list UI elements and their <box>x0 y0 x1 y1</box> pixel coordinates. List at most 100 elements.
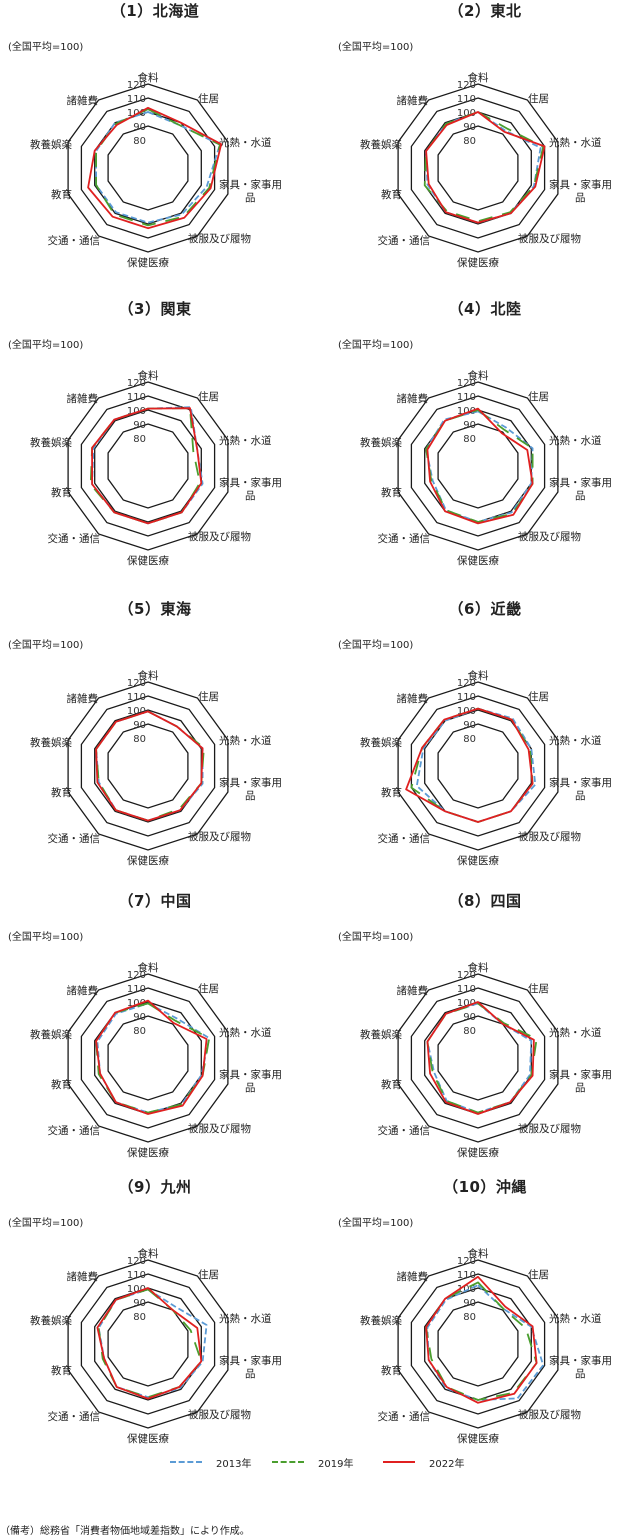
chart-note: (全国平均=100) <box>8 1218 84 1229</box>
grid-ring <box>397 1259 559 1429</box>
tick-label: 90 <box>133 420 146 431</box>
chart-title: （3）関東 <box>118 300 192 318</box>
category-label: 被服及び履物 <box>518 1408 581 1421</box>
chart-title: （10）沖縄 <box>443 1178 527 1196</box>
series-line-2019 <box>426 1002 538 1114</box>
category-label: 家具・家事用品 <box>549 776 612 802</box>
category-label: 家具・家事用品 <box>219 476 282 502</box>
grid-ring <box>437 125 519 211</box>
grid-ring <box>410 395 546 537</box>
grid-ring <box>410 695 546 837</box>
grid-ring <box>410 1273 546 1415</box>
chart-title: （9）九州 <box>118 1178 192 1196</box>
category-label: 家具・家事用品 <box>219 178 282 204</box>
series-line-2022 <box>426 1001 535 1115</box>
category-label: 諸雑費 <box>67 94 99 107</box>
category-label: 諸雑費 <box>397 94 429 107</box>
category-label: 食料 <box>468 1247 489 1260</box>
category-label: 諸雑費 <box>397 984 429 997</box>
category-label: 保健医療 <box>457 1146 499 1159</box>
category-label: 食料 <box>138 961 159 974</box>
tick-label: 120 <box>127 678 146 689</box>
chart-note: (全国平均=100) <box>338 640 414 651</box>
category-label: 住居 <box>528 92 549 105</box>
grid-ring <box>437 1301 519 1387</box>
source-footnote: （備考）総務省「消費者物価地域差指数」により作成。 <box>0 1526 250 1537</box>
tick-label: 90 <box>463 122 476 133</box>
tick-label: 100 <box>457 998 476 1009</box>
tick-label: 90 <box>463 420 476 431</box>
category-label: 交通・通信 <box>48 532 101 545</box>
category-label: 保健医療 <box>457 1432 499 1445</box>
chart-note: (全国平均=100) <box>338 932 414 943</box>
tick-label: 120 <box>127 1256 146 1267</box>
radar-plot: 8090100110120食料住居光熱・水道家具・家事用品被服及び履物保健医療交… <box>360 669 612 867</box>
tick-label: 90 <box>133 1012 146 1023</box>
category-label: 諸雑費 <box>397 692 429 705</box>
tick-label: 80 <box>133 1312 146 1323</box>
radar-plot: 8090100110120食料住居光熱・水道家具・家事用品被服及び履物保健医療交… <box>360 1247 612 1445</box>
category-label: 食料 <box>468 669 489 682</box>
grid-ring <box>80 695 216 837</box>
grid-ring <box>67 381 229 551</box>
chart-title: （1）北海道 <box>110 2 200 20</box>
category-label: 住居 <box>528 690 549 703</box>
chart-note: (全国平均=100) <box>338 42 414 53</box>
category-label: 家具・家事用品 <box>219 1068 282 1094</box>
series-line-2019 <box>425 1281 538 1401</box>
category-label: 住居 <box>198 390 219 403</box>
category-label: 住居 <box>198 690 219 703</box>
chart-title: （7）中国 <box>118 892 192 910</box>
category-label: 教育 <box>51 786 72 799</box>
category-label: 被服及び履物 <box>188 1408 251 1421</box>
radar-panel: （4）北陸 (全国平均=100) 80 90 100 110 120 食料 住居 光熱・水道 家具・… <box>330 300 639 586</box>
radar-panel: （7）中国 (全国平均=100) 80 90 100 110 120 食料 住居 光熱・水道 家具・… <box>0 892 320 1178</box>
tick-label: 80 <box>463 136 476 147</box>
category-label: 家具・家事用品 <box>549 1068 612 1094</box>
tick-label: 90 <box>133 122 146 133</box>
radar-plot: 8090100110120食料住居光熱・水道家具・家事用品被服及び履物保健医療交… <box>30 1247 282 1445</box>
chart-title: （8）四国 <box>448 892 522 910</box>
category-label: 家具・家事用品 <box>549 1354 612 1380</box>
grid-ring <box>107 723 189 809</box>
category-label: 交通・通信 <box>378 234 431 247</box>
radar-panel: （9）九州 (全国平均=100) 80 90 100 110 120 食料 住居 光熱・水道 家具・… <box>0 1178 320 1464</box>
legend-label-2013: 2013年 <box>216 1458 252 1470</box>
tick-label: 120 <box>457 678 476 689</box>
chart-title: （5）東海 <box>118 600 192 618</box>
chart-title: （6）近畿 <box>448 600 522 618</box>
tick-label: 120 <box>457 378 476 389</box>
legend-item-2013: 2013年 <box>170 1452 251 1472</box>
category-label: 光熱・水道 <box>219 734 272 747</box>
radar-plot: 8090100110120食料住居光熱・水道家具・家事用品被服及び履物保健医療交… <box>30 669 282 867</box>
tick-label: 120 <box>457 1256 476 1267</box>
grid-ring <box>107 423 189 509</box>
radar-panel: （5）東海 (全国平均=100) 80 90 100 110 120 食料 住居 光熱・水道 家具・… <box>0 600 320 886</box>
category-label: 光熱・水道 <box>219 136 272 149</box>
category-label: 食料 <box>138 669 159 682</box>
category-label: 被服及び履物 <box>518 830 581 843</box>
category-label: 食料 <box>468 369 489 382</box>
category-label: 保健医療 <box>127 256 169 269</box>
category-label: 交通・通信 <box>48 1124 101 1137</box>
category-label: 被服及び履物 <box>188 830 251 843</box>
legend-swatch-2022 <box>383 1461 415 1463</box>
tick-label: 110 <box>457 984 476 995</box>
category-label: 諸雑費 <box>67 692 99 705</box>
radar-panel: （10）沖縄 (全国平均=100) 80 90 100 110 120 食料 住居 光熱・水道 家具… <box>330 1178 639 1464</box>
series-line-2022 <box>96 1287 203 1400</box>
tick-label: 110 <box>127 392 146 403</box>
category-label: 交通・通信 <box>378 1410 431 1423</box>
category-label: 保健医療 <box>457 554 499 567</box>
category-label: 保健医療 <box>127 1432 169 1445</box>
tick-label: 90 <box>463 1012 476 1023</box>
tick-label: 110 <box>457 1270 476 1281</box>
category-label: 教養娯楽 <box>360 436 402 449</box>
grid-ring <box>94 1287 202 1401</box>
grid-ring <box>80 1273 216 1415</box>
tick-label: 120 <box>127 378 146 389</box>
category-label: 被服及び履物 <box>518 1122 581 1135</box>
radar-chart-grid: （1）北海道 (全国平均=100) 80 90 100 110 120 食料 住居 光熱・水道 家具… <box>0 2 639 1464</box>
category-label: 被服及び履物 <box>518 232 581 245</box>
tick-label: 80 <box>463 434 476 445</box>
